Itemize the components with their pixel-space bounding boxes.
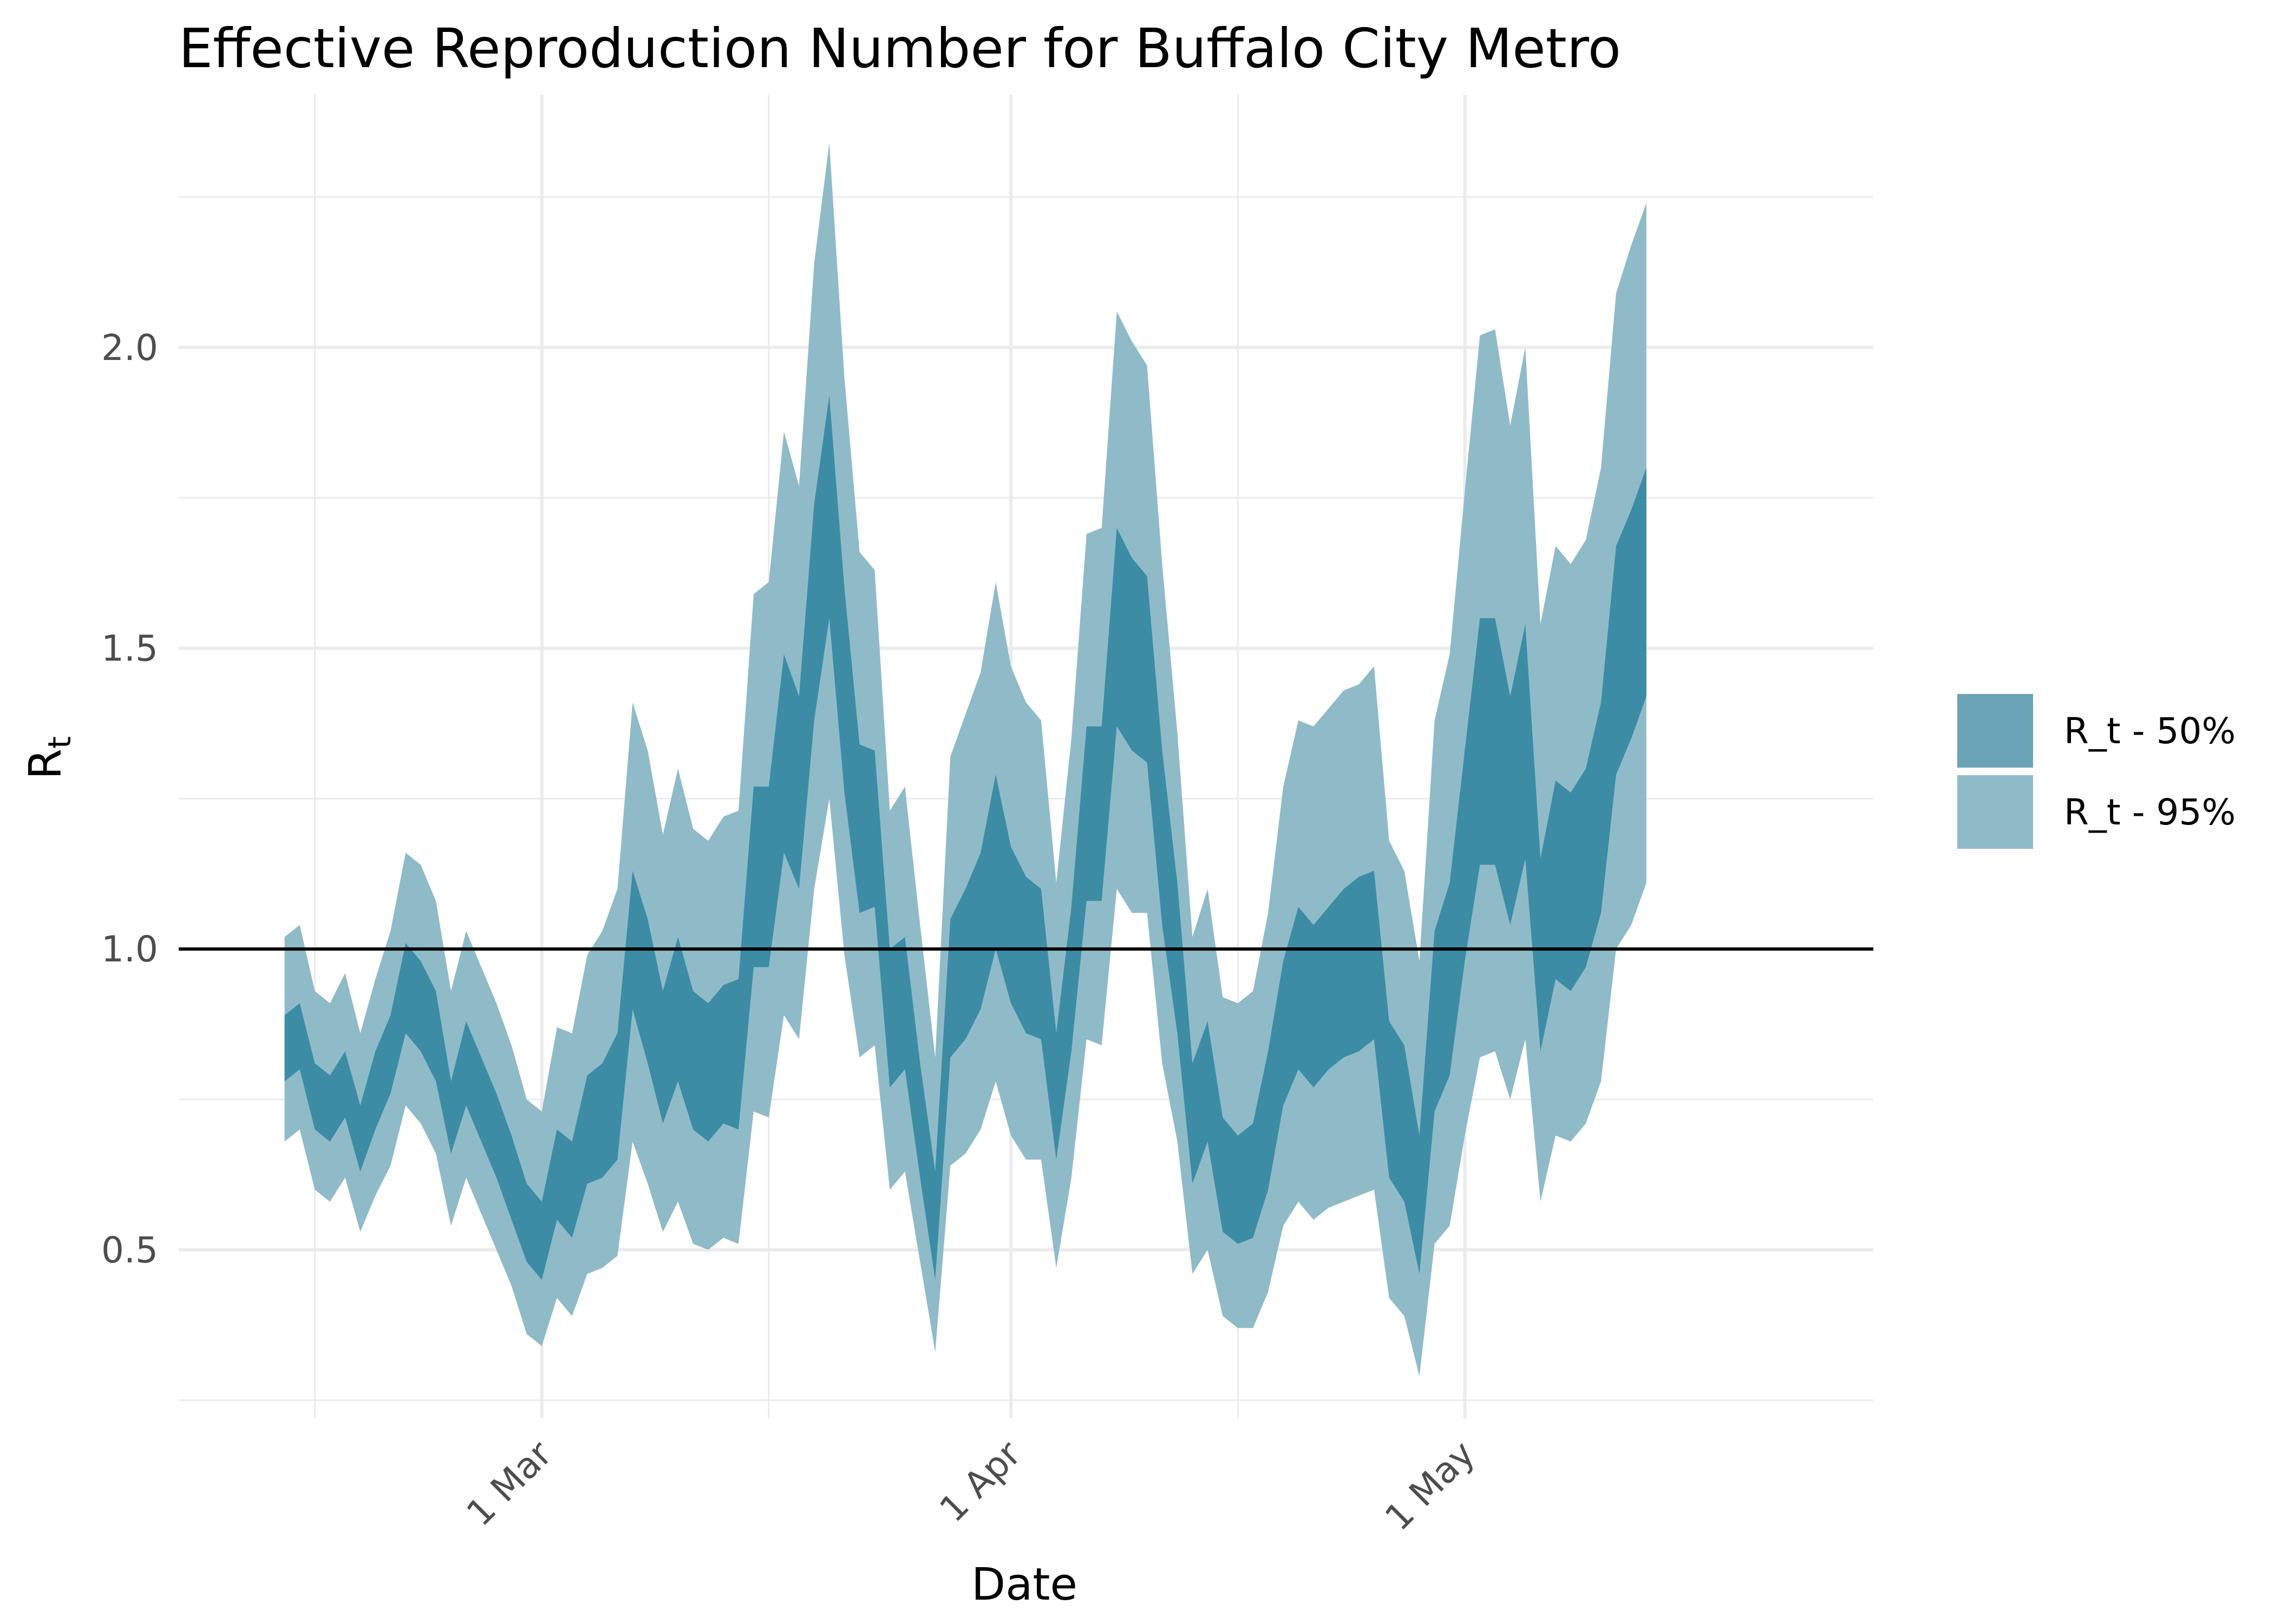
legend-swatch: [1957, 694, 2033, 768]
svg-text:Rt: Rt: [20, 736, 78, 780]
y-tick-label: 1.5: [101, 627, 158, 669]
x-axis-title: Date: [971, 1559, 1077, 1610]
y-tick-label: 2.0: [101, 327, 158, 369]
y-axis-title: Rt: [20, 736, 78, 780]
legend-label: R_t - 95%: [2064, 791, 2236, 833]
legend: R_t - 50% R_t - 95%: [1957, 694, 2236, 849]
chart-title: Effective Reproduction Number for Buffal…: [179, 17, 1621, 80]
y-axis-ticks: 0.5 1.0 1.5 2.0: [101, 327, 158, 1271]
y-axis-title-main: R: [20, 749, 71, 780]
legend-label: R_t - 50%: [2064, 710, 2236, 752]
y-tick-label: 1.0: [101, 928, 158, 970]
y-tick-label: 0.5: [101, 1229, 158, 1271]
y-axis-title-subscript: t: [41, 736, 78, 749]
legend-swatch: [1957, 775, 2033, 849]
bands: [284, 142, 1646, 1377]
band-r-t-50: [284, 395, 1646, 1280]
